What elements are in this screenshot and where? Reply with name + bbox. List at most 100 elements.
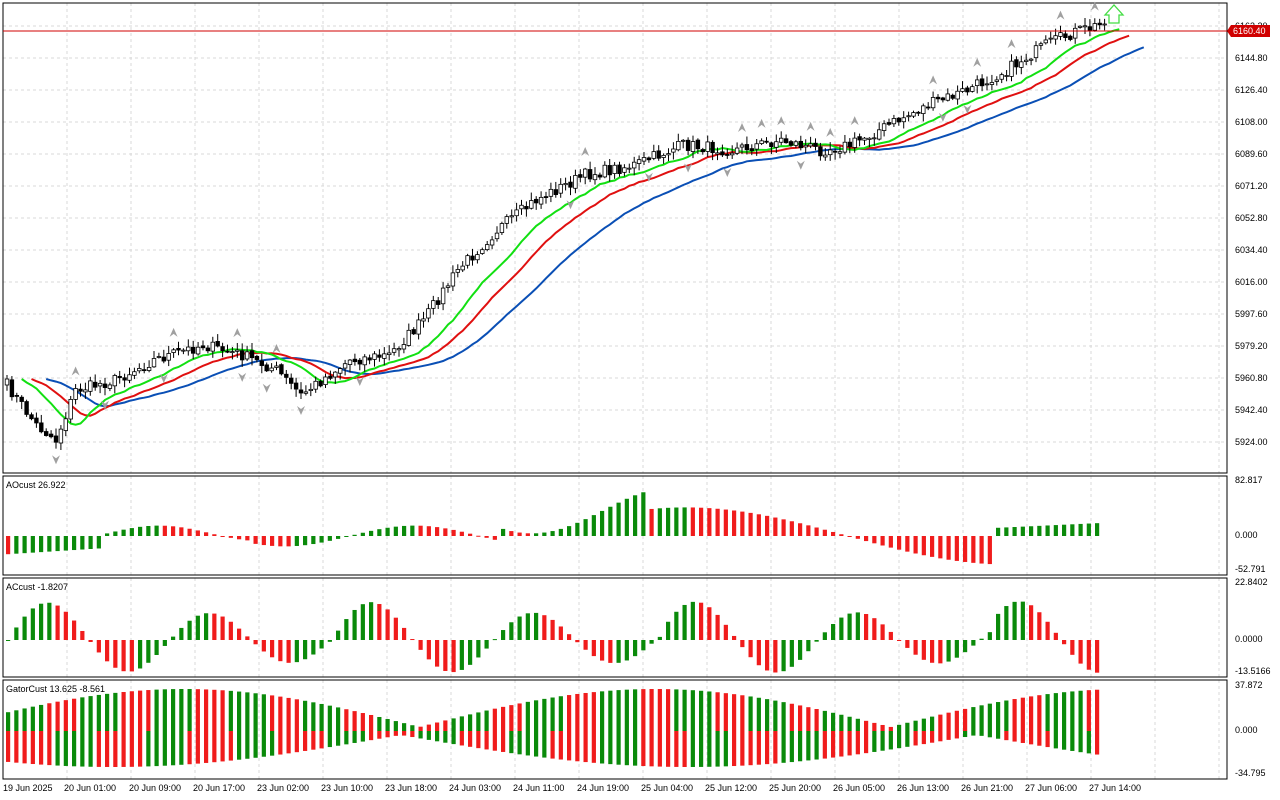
ao-bar (113, 531, 118, 536)
ao-bar (699, 507, 704, 536)
gator-upper-bar (765, 699, 770, 731)
candle-body (558, 183, 563, 194)
gator-lower-bar (822, 731, 827, 759)
gator-upper-bar (55, 701, 60, 731)
gator-lower-bar (756, 731, 761, 765)
candle-body (450, 272, 456, 287)
ao-bar (212, 534, 217, 536)
ac-bar (921, 640, 926, 660)
ac-bar (534, 612, 539, 640)
ac-bar (558, 626, 563, 640)
candle-body (739, 144, 745, 148)
gator-lower-bar (451, 731, 456, 745)
price-label: 6034.40 (1235, 245, 1268, 255)
ao-bar (756, 514, 761, 536)
ao-bar (600, 510, 605, 536)
ao-bar (888, 536, 893, 548)
ao-bar (55, 536, 60, 552)
gator-upper-bar (80, 697, 85, 731)
gator-lower-bar (608, 731, 613, 765)
ao-bar (1053, 525, 1058, 536)
candle-body (886, 122, 892, 125)
candle-body (779, 137, 784, 143)
candle-body (999, 74, 1004, 80)
candle-body (950, 94, 955, 99)
gator-upper-bar (484, 710, 489, 731)
ac-bar (732, 635, 737, 640)
gator-upper-bar (690, 690, 695, 731)
gator-lower-bar (30, 731, 35, 765)
ao-bar (253, 536, 258, 544)
time-label: 20 Jun 17:00 (193, 783, 245, 793)
gator-upper-bar (146, 690, 151, 731)
candle-body (646, 157, 652, 161)
gator-lower-bar (509, 731, 514, 754)
gator-upper-bar (121, 692, 126, 731)
gator-upper-bar (360, 713, 365, 731)
candle-body (930, 97, 936, 109)
fractal-up-icon (1056, 10, 1065, 20)
fractal-up-icon (806, 121, 815, 131)
ac-bar (888, 631, 893, 640)
gator-upper-bar (1045, 694, 1050, 731)
candle-body (671, 148, 676, 153)
candle-body (254, 355, 260, 360)
candle-body (1014, 59, 1019, 68)
candle-body (984, 83, 990, 86)
ac-bar (113, 640, 118, 668)
candle-body (480, 249, 485, 254)
gator-upper-bar (270, 695, 275, 731)
gator-lower-bar (105, 731, 110, 767)
gator-lower-bar (567, 731, 572, 761)
ao-bar (204, 532, 209, 536)
candle-body (568, 181, 573, 188)
candle-body (989, 82, 995, 85)
ao-bar (715, 508, 720, 536)
ao-bar (822, 529, 827, 536)
candle-body (896, 117, 901, 123)
ac-bar (294, 640, 299, 663)
fractal-up-icon (973, 57, 982, 67)
gator-lower-bar (484, 731, 489, 750)
ao-bar (814, 527, 819, 536)
ao-bar (954, 536, 959, 561)
fractal-down-icon (355, 377, 364, 387)
ac-bar (1086, 640, 1091, 670)
fractal-up-icon (757, 118, 766, 128)
ac-bar (550, 619, 555, 640)
gator-upper-bar (1095, 689, 1100, 731)
candle-body (622, 167, 627, 173)
price-label: 6108.00 (1235, 117, 1268, 127)
gator-upper-bar (344, 709, 349, 731)
ao-bar (146, 525, 151, 536)
gator-upper-bar (542, 698, 547, 731)
candle-body (475, 254, 480, 261)
gator-upper-bar (369, 714, 374, 731)
candle-body (73, 388, 78, 400)
gator-lower-bar (245, 731, 250, 759)
ac-bar (501, 630, 506, 640)
candle-body (548, 188, 554, 197)
candle-body (764, 140, 769, 143)
gator-lower-bar (476, 731, 481, 749)
candle-body (269, 367, 274, 372)
ao-bar (740, 511, 745, 536)
ao-bar (674, 507, 679, 536)
candle-body (710, 141, 715, 153)
ac-bar (261, 640, 266, 652)
ac-bar (1070, 640, 1075, 655)
gator-upper-bar (72, 698, 77, 731)
candle-body (465, 255, 470, 266)
candle-body (421, 318, 426, 322)
candle-body (137, 368, 142, 372)
ao-bar (39, 536, 44, 553)
gator-upper-bar (96, 694, 101, 731)
candle-body (847, 141, 852, 148)
ac-bar (220, 616, 225, 640)
candle-body (818, 146, 823, 157)
gator-upper-bar (468, 714, 473, 731)
candle-body (1102, 23, 1107, 26)
candle-body (259, 360, 264, 366)
gator-lower-bar (220, 731, 225, 762)
